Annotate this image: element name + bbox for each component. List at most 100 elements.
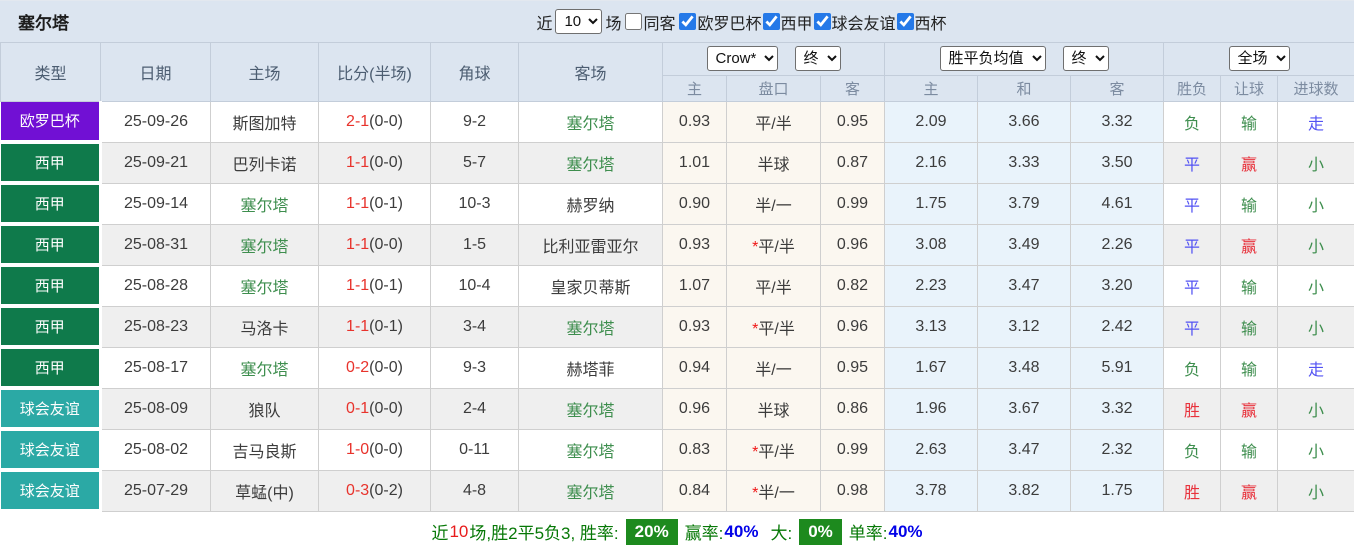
cell-handicap-result: 输	[1221, 265, 1278, 306]
col-header-home: 主场	[211, 43, 319, 101]
result-scope-select[interactable]: 全场	[1229, 46, 1290, 71]
cell-handicap-result: 输	[1221, 101, 1278, 142]
league-filter-label: 西甲	[781, 10, 813, 34]
avg-state-select[interactable]: 终	[1063, 46, 1109, 71]
cell-away-team: 塞尔塔	[519, 142, 663, 183]
recent-count-select[interactable]: 10	[555, 9, 602, 34]
cell-score: 1-1(0-1)	[319, 306, 431, 347]
cell-handicap-result: 输	[1221, 429, 1278, 470]
league-filter[interactable]: 球会友谊	[813, 10, 896, 34]
avg-type-select[interactable]: 胜平负均值	[940, 46, 1046, 71]
odds-group-header: Crow* 终	[663, 43, 885, 75]
cell-wdl-result: 胜	[1164, 470, 1221, 511]
cell-score: 1-1(0-1)	[319, 183, 431, 224]
single-rate-value: 40%	[889, 522, 923, 542]
cell-match-type: 西甲	[1, 347, 101, 388]
cell-odds-home: 0.84	[663, 470, 727, 511]
sub-header-handicap: 盘口	[727, 75, 821, 101]
cover-rate-label: 赢率:	[685, 519, 724, 544]
cell-avg-away: 2.32	[1071, 429, 1164, 470]
league-filter-checkbox[interactable]	[763, 13, 780, 30]
cell-handicap: 半球	[727, 142, 821, 183]
cell-home-team: 草蜢(中)	[211, 470, 319, 511]
odds-state-select[interactable]: 终	[795, 46, 841, 71]
cell-odds-home: 0.93	[663, 101, 727, 142]
col-header-away: 客场	[519, 43, 663, 101]
cell-odds-away: 0.87	[821, 142, 885, 183]
cell-corner: 5-7	[431, 142, 519, 183]
cell-home-team: 塞尔塔	[211, 183, 319, 224]
cell-date: 25-08-02	[101, 429, 211, 470]
score-fulltime: 1-1	[346, 195, 369, 212]
result-group-header: 全场	[1164, 43, 1354, 75]
cell-goals-result: 小	[1278, 429, 1354, 470]
cell-wdl-result: 负	[1164, 347, 1221, 388]
cell-score: 1-1(0-1)	[319, 265, 431, 306]
cell-avg-home: 2.63	[885, 429, 978, 470]
cell-goals-result: 小	[1278, 306, 1354, 347]
cell-avg-draw: 3.66	[978, 101, 1071, 142]
cell-home-team: 马洛卡	[211, 306, 319, 347]
sub-header-handicap-res: 让球	[1221, 75, 1278, 101]
cell-avg-away: 3.50	[1071, 142, 1164, 183]
cell-date: 25-08-17	[101, 347, 211, 388]
cell-avg-away: 3.32	[1071, 101, 1164, 142]
score-fulltime: 1-1	[346, 154, 369, 171]
league-filter-label: 西杯	[915, 10, 947, 34]
cell-handicap-result: 输	[1221, 183, 1278, 224]
league-filter[interactable]: 西甲	[762, 10, 813, 34]
cell-goals-result: 小	[1278, 224, 1354, 265]
cell-match-type: 西甲	[1, 142, 101, 183]
cell-corner: 9-3	[431, 347, 519, 388]
cell-corner: 0-11	[431, 429, 519, 470]
score-halftime: (0-0)	[369, 441, 403, 458]
summary-count: 10	[449, 522, 468, 542]
cell-avg-home: 2.16	[885, 142, 978, 183]
cell-avg-draw: 3.82	[978, 470, 1071, 511]
score-halftime: (0-0)	[369, 113, 403, 130]
league-filter-checkbox[interactable]	[897, 13, 914, 30]
cell-home-team: 塞尔塔	[211, 347, 319, 388]
same-opponent-checkbox[interactable]	[625, 13, 642, 30]
cell-odds-away: 0.86	[821, 388, 885, 429]
cell-match-type: 欧罗巴杯	[1, 101, 101, 142]
big-rate-badge: 0%	[799, 519, 842, 545]
cell-handicap: *半/一	[727, 470, 821, 511]
same-opponent-toggle[interactable]: 同客	[624, 10, 675, 34]
cell-avg-away: 3.20	[1071, 265, 1164, 306]
cell-date: 25-09-26	[101, 101, 211, 142]
league-filter[interactable]: 西杯	[896, 10, 947, 34]
cell-wdl-result: 平	[1164, 224, 1221, 265]
score-fulltime: 2-1	[346, 113, 369, 130]
cell-home-team: 巴列卡诺	[211, 142, 319, 183]
league-filter[interactable]: 欧罗巴杯	[678, 10, 761, 34]
league-filter-checkbox[interactable]	[814, 13, 831, 30]
cell-odds-home: 0.93	[663, 224, 727, 265]
cell-away-team: 赫罗纳	[519, 183, 663, 224]
sub-header-wdl: 胜负	[1164, 75, 1221, 101]
cell-avg-away: 2.42	[1071, 306, 1164, 347]
big-rate-label: 大:	[770, 519, 792, 544]
cell-goals-result: 小	[1278, 142, 1354, 183]
cell-score: 0-3(0-2)	[319, 470, 431, 511]
cell-score: 1-1(0-0)	[319, 224, 431, 265]
cell-score: 0-2(0-0)	[319, 347, 431, 388]
cell-odds-home: 0.83	[663, 429, 727, 470]
cell-score: 1-0(0-0)	[319, 429, 431, 470]
league-filter-checkbox[interactable]	[679, 13, 696, 30]
score-halftime: (0-1)	[369, 318, 403, 335]
cover-rate-value: 40%	[724, 522, 758, 542]
cell-corner: 10-3	[431, 183, 519, 224]
cell-avg-away: 4.61	[1071, 183, 1164, 224]
handicap-change-star: *	[752, 239, 758, 256]
cell-handicap-result: 输	[1221, 306, 1278, 347]
league-filter-label: 欧罗巴杯	[697, 10, 761, 34]
odds-company-select[interactable]: Crow*	[707, 46, 778, 71]
score-fulltime: 0-2	[346, 359, 369, 376]
cell-odds-home: 0.90	[663, 183, 727, 224]
cell-avg-home: 3.13	[885, 306, 978, 347]
cell-home-team: 塞尔塔	[211, 224, 319, 265]
